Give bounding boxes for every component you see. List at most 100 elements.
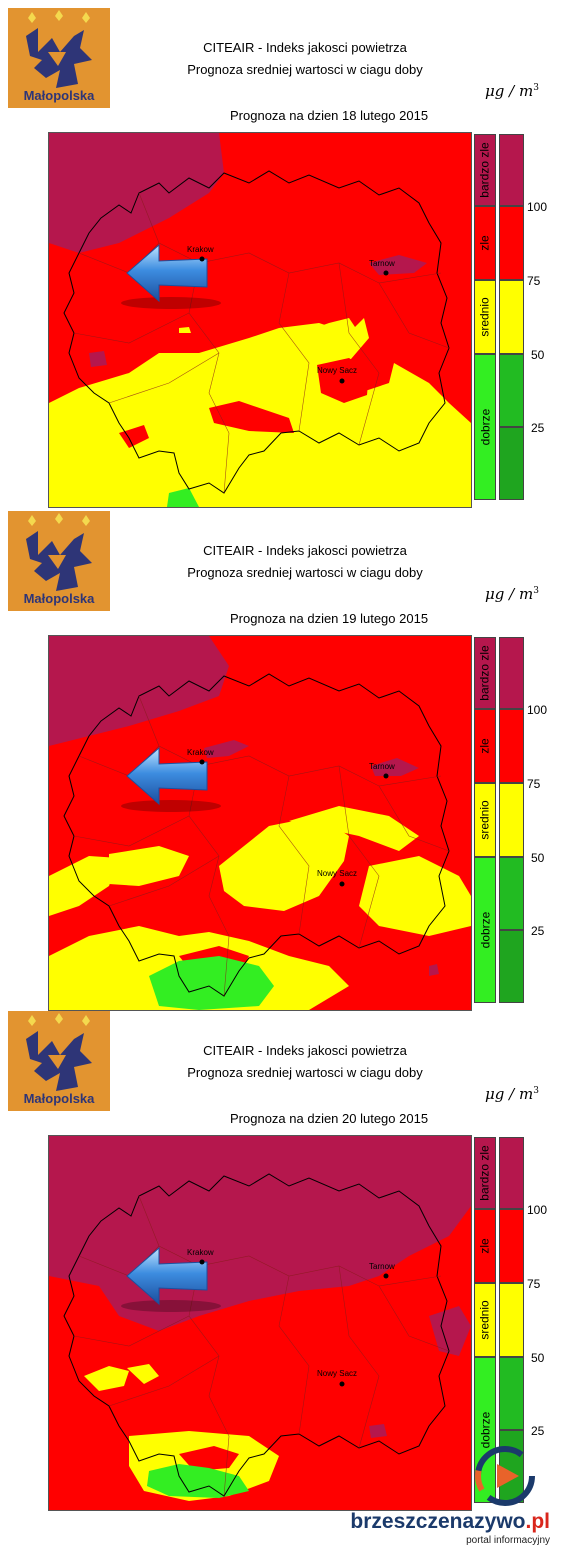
svg-text:Tarnow: Tarnow [369, 1262, 395, 1271]
units-label: μg / m3 [485, 82, 539, 100]
svg-text:Tarnow: Tarnow [369, 259, 395, 268]
chart-subtitle: Prognoza sredniej wartosci w ciagu doby [187, 1065, 423, 1080]
forecast-panel-3: Małopolska CITEAIR - Indeks jakosci powi… [0, 1003, 561, 1511]
scale-ticks: 100 75 50 25 [527, 134, 561, 500]
pollution-map: Krakow Tarnow Nowy Sacz [48, 132, 472, 508]
district-lines [73, 1195, 450, 1497]
scale-label-dobrze: dobrze [478, 1411, 493, 1449]
scale-ticks: 100 75 50 25 [527, 637, 561, 1003]
region-boundary [63, 1173, 450, 1497]
pollution-zone [371, 758, 419, 776]
malopolska-logo: Małopolska [8, 8, 110, 108]
watermark-sub: portal informacyjny [466, 1535, 550, 1546]
scale-zle [474, 709, 496, 783]
pollution-zone [119, 425, 149, 448]
malopolska-logo: Małopolska [8, 511, 110, 611]
color-scale: bardzo zle zle srednio dobrze [474, 1137, 524, 1503]
region-boundary [63, 673, 450, 997]
chart-subtitle: Prognoza sredniej wartosci w ciagu doby [187, 565, 423, 580]
tick-75: 75 [527, 1277, 541, 1291]
district-lines [73, 192, 450, 494]
color-scale: bardzo zle zle srednio dobrze [474, 134, 524, 500]
pollution-map-svg: Krakow Tarnow Nowy Sacz [49, 636, 471, 1010]
scale-label-bardzo-zle: bardzo zle [478, 142, 492, 198]
pollution-zone [204, 740, 249, 758]
city-nowy-sacz: Nowy Sacz [317, 366, 357, 384]
pollution-zone [429, 1306, 471, 1356]
arrow-left-icon [121, 243, 221, 309]
pollution-zone [127, 1364, 159, 1384]
pollution-zone [89, 351, 107, 367]
scale-label-zle: zle [478, 235, 492, 251]
tick-100: 100 [527, 1203, 548, 1217]
svg-text:Tarnow: Tarnow [369, 762, 395, 771]
arrow-left-icon [121, 1246, 221, 1312]
scale-bardzo-zle [474, 134, 496, 206]
color-scale: bardzo zle zle srednio dobrze [474, 637, 524, 1003]
pollution-zone [49, 636, 229, 746]
tick-75: 75 [527, 274, 541, 288]
pollution-map: Krakow Tarnow Nowy Sacz [48, 635, 472, 1011]
city-nowy-sacz: Nowy Sacz [317, 1369, 357, 1387]
chart-title: CITEAIR - Indeks jakosci powietrza [203, 543, 407, 558]
region-boundary [63, 170, 450, 494]
pollution-zone [84, 1366, 129, 1391]
pollution-zone [429, 964, 439, 976]
pollution-zone [287, 318, 359, 348]
pollution-zone [167, 488, 199, 507]
city-krakow: Krakow [187, 245, 214, 262]
pollution-zone [369, 1424, 387, 1438]
pollution-zone [209, 401, 294, 433]
scale-ticks: 100 75 50 25 [527, 1137, 561, 1503]
arrow-left-icon [121, 746, 221, 812]
malopolska-logo: Małopolska [8, 1011, 110, 1111]
pollution-zone [149, 956, 274, 1010]
malopolska-emblem-icon [26, 513, 92, 591]
forecast-date: Prognoza na dzien 18 lutego 2015 [230, 108, 429, 123]
scale-srednio [474, 280, 496, 354]
logo-text: Małopolska [23, 1091, 95, 1106]
tick-100: 100 [527, 200, 548, 214]
tick-25: 25 [531, 421, 545, 435]
city-nowy-sacz: Nowy Sacz [317, 869, 357, 887]
pollution-zone [49, 133, 224, 253]
svg-text:Nowy Sacz: Nowy Sacz [317, 1369, 357, 1378]
pollution-zone [219, 816, 349, 911]
scale-bardzo-zle [474, 637, 496, 709]
logo-text: Małopolska [23, 88, 95, 103]
scale-label-srednio: srednio [478, 800, 493, 840]
watermark-suffix: .pl [525, 1510, 551, 1533]
scale-label-zle: zle [478, 738, 492, 754]
forecast-date: Prognoza na dzien 20 lutego 2015 [230, 1111, 429, 1126]
city-tarnow: Tarnow [369, 1262, 395, 1279]
pollution-zone [289, 806, 419, 851]
malopolska-emblem-icon [26, 10, 92, 88]
forecast-date: Prognoza na dzien 19 lutego 2015 [230, 611, 429, 626]
district-lines [73, 695, 450, 997]
pollution-map: Krakow Tarnow Nowy Sacz [48, 1135, 472, 1511]
pollution-map-svg: Krakow Tarnow Nowy Sacz [49, 133, 471, 507]
svg-text:Nowy Sacz: Nowy Sacz [317, 366, 357, 375]
tick-50: 50 [531, 348, 545, 362]
forecast-panel-2: Małopolska CITEAIR - Indeks jakosci powi… [0, 503, 561, 1011]
scale-label-bardzo-zle: bardzo zle [478, 645, 492, 701]
pollution-zone [369, 255, 427, 275]
tick-50: 50 [531, 1351, 545, 1365]
watermark-main: brzeszczenazywo [350, 1510, 526, 1533]
scale-label-dobrze: dobrze [478, 911, 493, 949]
tick-25: 25 [531, 924, 545, 938]
watermark: brzeszczenazywo.pl portal informacyjny [330, 1510, 560, 1550]
svg-text:Nowy Sacz: Nowy Sacz [317, 869, 357, 878]
malopolska-emblem-icon [26, 1013, 92, 1091]
svg-text:Krakow: Krakow [187, 245, 214, 254]
logo-text: Małopolska [23, 591, 95, 606]
scale-bardzo-zle [474, 1137, 496, 1209]
pollution-zone [179, 1446, 239, 1471]
chart-title: CITEAIR - Indeks jakosci powietrza [203, 40, 407, 55]
scale-zle [474, 206, 496, 280]
scale-label-bardzo-zle: bardzo zle [478, 1145, 492, 1201]
svg-text:Krakow: Krakow [187, 748, 214, 757]
pollution-map-svg: Krakow Tarnow Nowy Sacz [49, 1136, 471, 1510]
city-tarnow: Tarnow [369, 259, 395, 276]
tick-75: 75 [527, 777, 541, 791]
